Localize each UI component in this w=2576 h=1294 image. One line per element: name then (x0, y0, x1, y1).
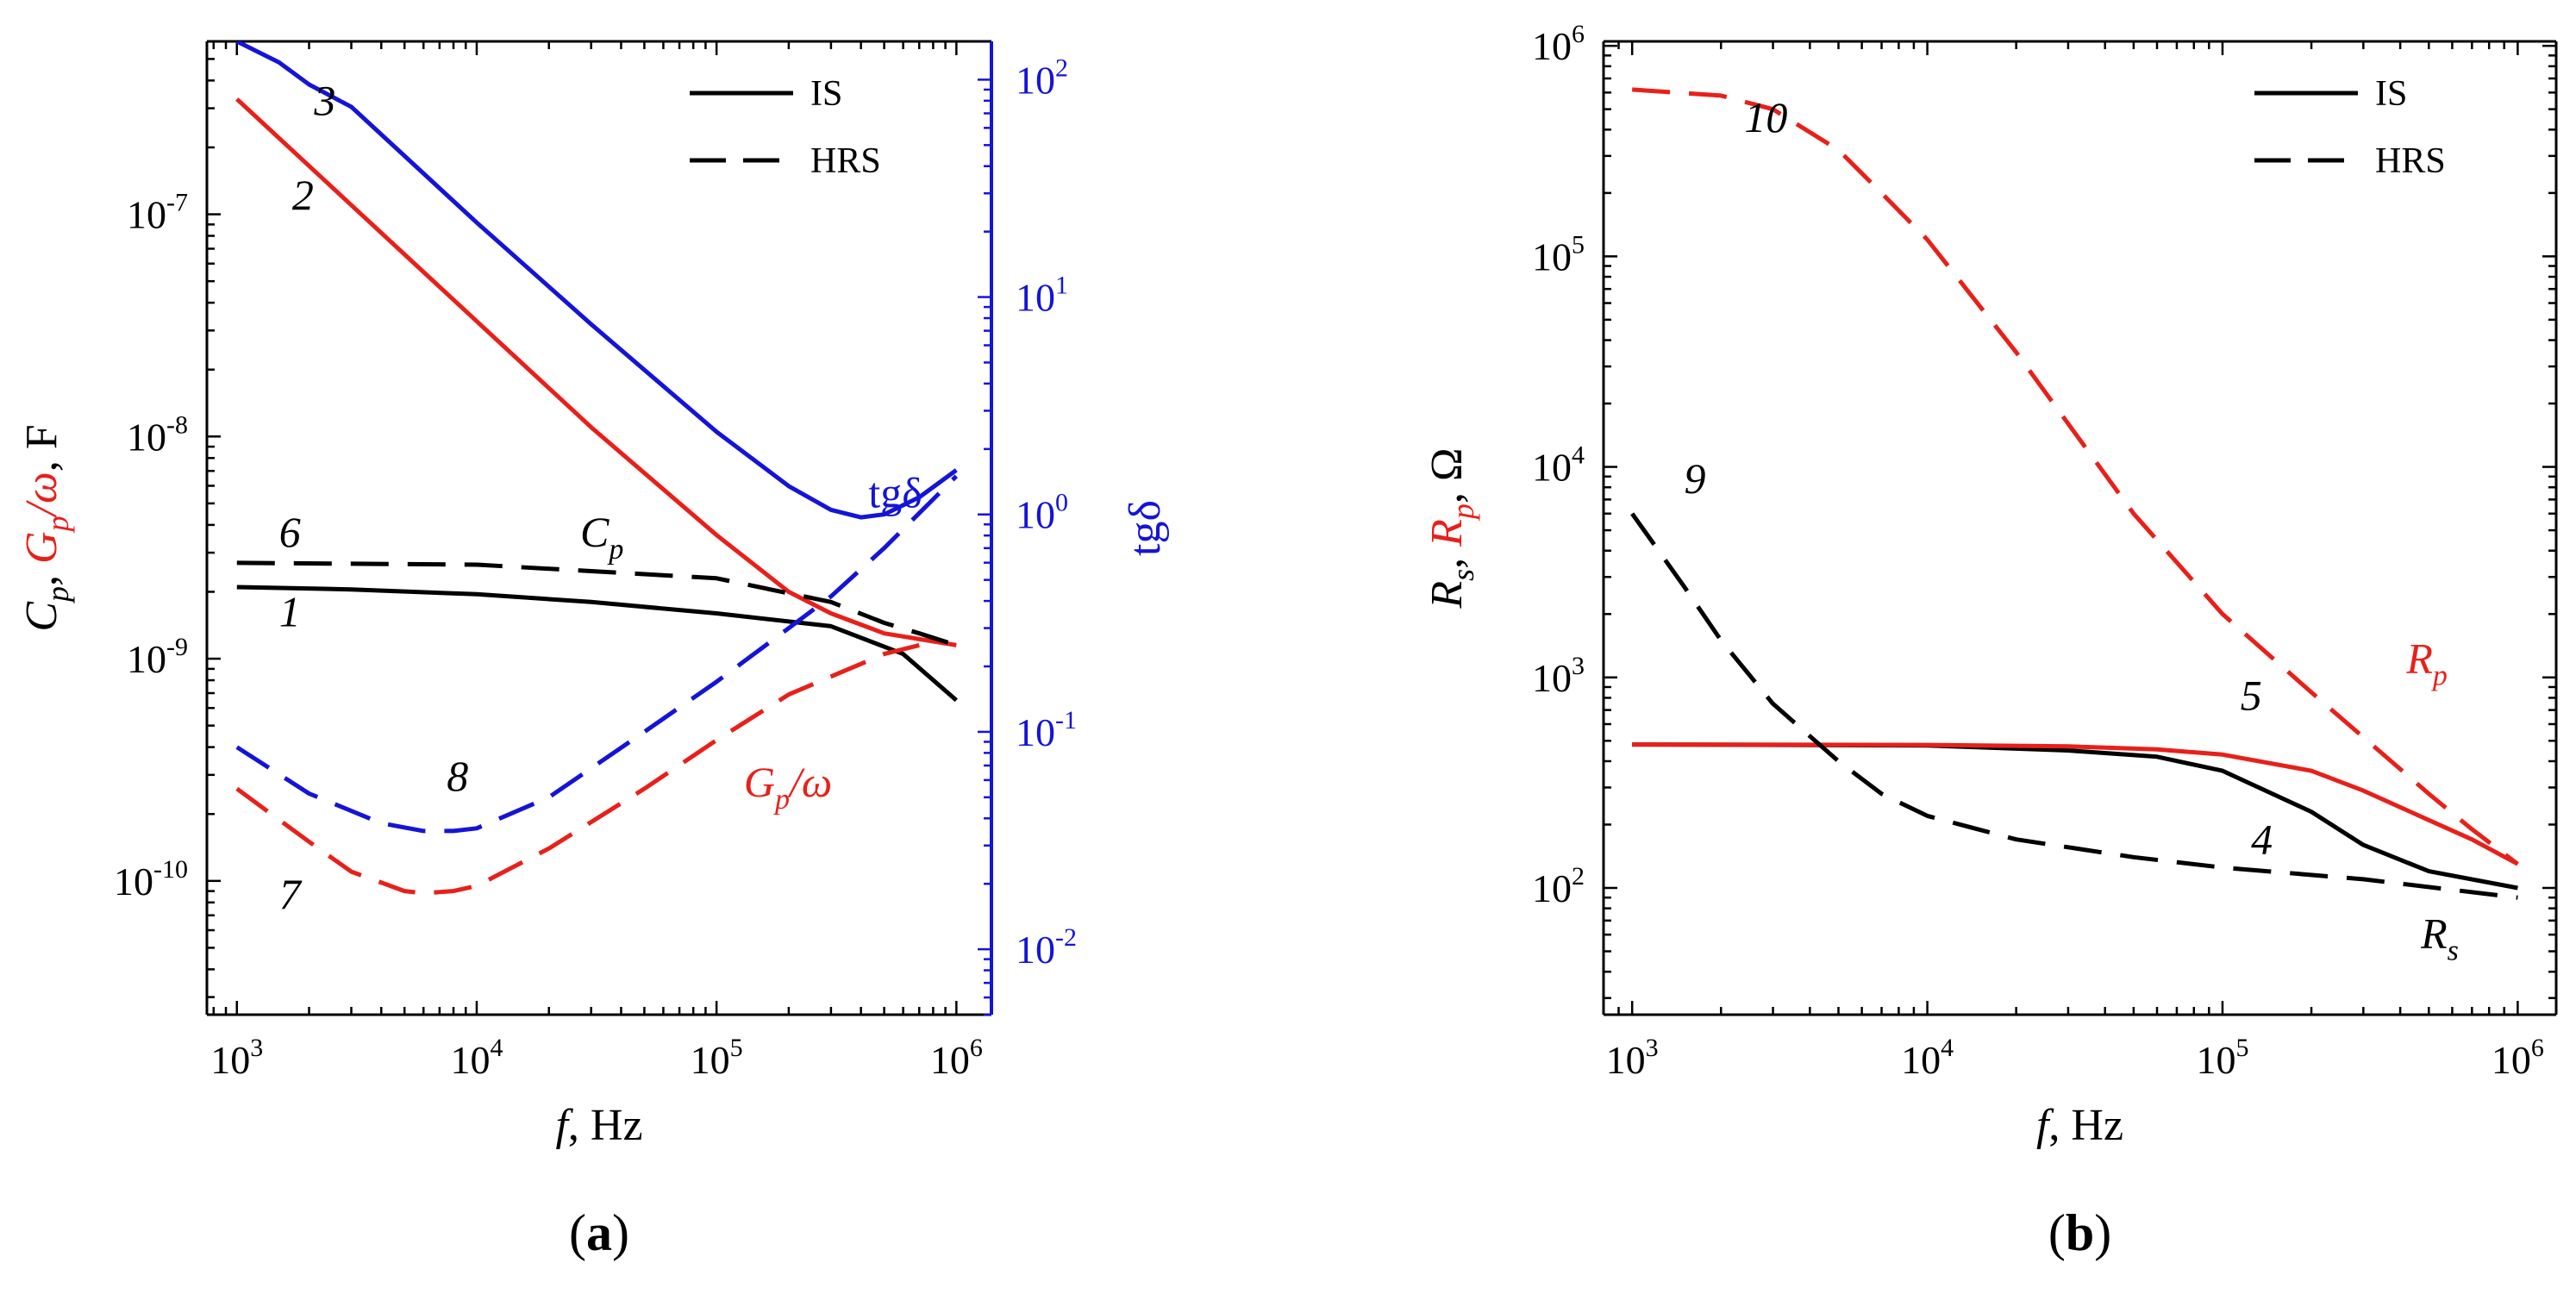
curve-annotation: 4 (2251, 816, 2273, 864)
curve-annotation: Rp (2405, 634, 2448, 692)
y-tick-label: 102 (1532, 862, 1585, 910)
series-line-3 (235, 41, 958, 520)
series-line-4 (1632, 742, 2518, 891)
right-tick-label: 100 (1016, 489, 1068, 537)
y-tick-label: 105 (1532, 230, 1585, 278)
curve-annotation: Rs (2420, 909, 2459, 966)
right-tick-label: 102 (1016, 53, 1068, 102)
curve-annotation: 7 (279, 870, 303, 918)
x-tick-label: 103 (210, 1034, 263, 1082)
x-tick-label: 106 (2492, 1034, 2544, 1082)
x-tick-label: 105 (691, 1034, 743, 1082)
x-axis-label: f, Hz (2036, 1101, 2123, 1150)
series-line-6 (236, 560, 958, 647)
series-line-2 (235, 97, 957, 647)
y-tick-label: 10-8 (127, 410, 188, 459)
x-tick-label: 105 (2196, 1034, 2248, 1082)
x-tick-label: 104 (1901, 1034, 1954, 1082)
curve-annotation: 2 (292, 171, 314, 219)
y-axis-label: Cp, Gp/ω, F (17, 424, 75, 631)
curve-annotation: Cp (580, 508, 623, 566)
curve-annotation: Gp/ω (744, 758, 832, 816)
curve-annotation: 1 (279, 587, 301, 635)
x-tick-label: 106 (930, 1034, 983, 1082)
curve-annotation: tgδ (868, 468, 922, 516)
curve-annotation: 10 (1744, 93, 1787, 141)
right-axis-label: tgδ (1121, 500, 1170, 556)
y-tick-label: 10-10 (114, 855, 188, 903)
right-tick-label: 10-1 (1016, 706, 1077, 754)
series-line-8 (235, 474, 959, 834)
y-tick-label: 104 (1532, 441, 1585, 490)
x-tick-label: 103 (1606, 1034, 1659, 1082)
right-tick-label: 101 (1016, 272, 1068, 320)
curve-annotation: 6 (279, 508, 301, 556)
y-tick-label: 103 (1532, 652, 1585, 700)
series-line-1 (236, 584, 958, 703)
right-tick-label: 10-2 (1016, 923, 1077, 972)
curve-annotation: 3 (313, 76, 335, 124)
y-tick-label: 10-9 (127, 633, 188, 681)
y-tick-label: 106 (1532, 20, 1585, 68)
series-line-7 (235, 642, 920, 896)
series-line-5 (1632, 742, 2519, 866)
curve-annotation: 5 (2241, 672, 2262, 720)
series-line-10 (1632, 87, 2519, 866)
chart-panel-a: 103 104 105 106 10-10 10-9 10-8 10-7 10-2 10-1 100… (17, 40, 1170, 1261)
panel-label: (b) (2048, 1204, 2111, 1261)
y-tick-label: 10-7 (127, 189, 188, 237)
series-line-9 (1630, 512, 2518, 900)
y-axis-label: Rs, Rp, Ω (1422, 447, 1480, 609)
chart-panel-b: 103 104 105 106 102 103 104 105 106 10 9 5 4 Rp Rs IS HR… (1422, 20, 2558, 1261)
legend-label: IS (810, 74, 842, 114)
panel-label: (a) (569, 1204, 629, 1261)
curve-annotation: 8 (447, 752, 468, 800)
legend-label: HRS (810, 141, 881, 181)
x-axis-label: f, Hz (555, 1101, 642, 1150)
legend-label: HRS (2375, 141, 2446, 181)
curve-annotation: 9 (1684, 454, 1705, 503)
legend-label: IS (2375, 74, 2407, 114)
x-tick-label: 104 (450, 1034, 503, 1082)
